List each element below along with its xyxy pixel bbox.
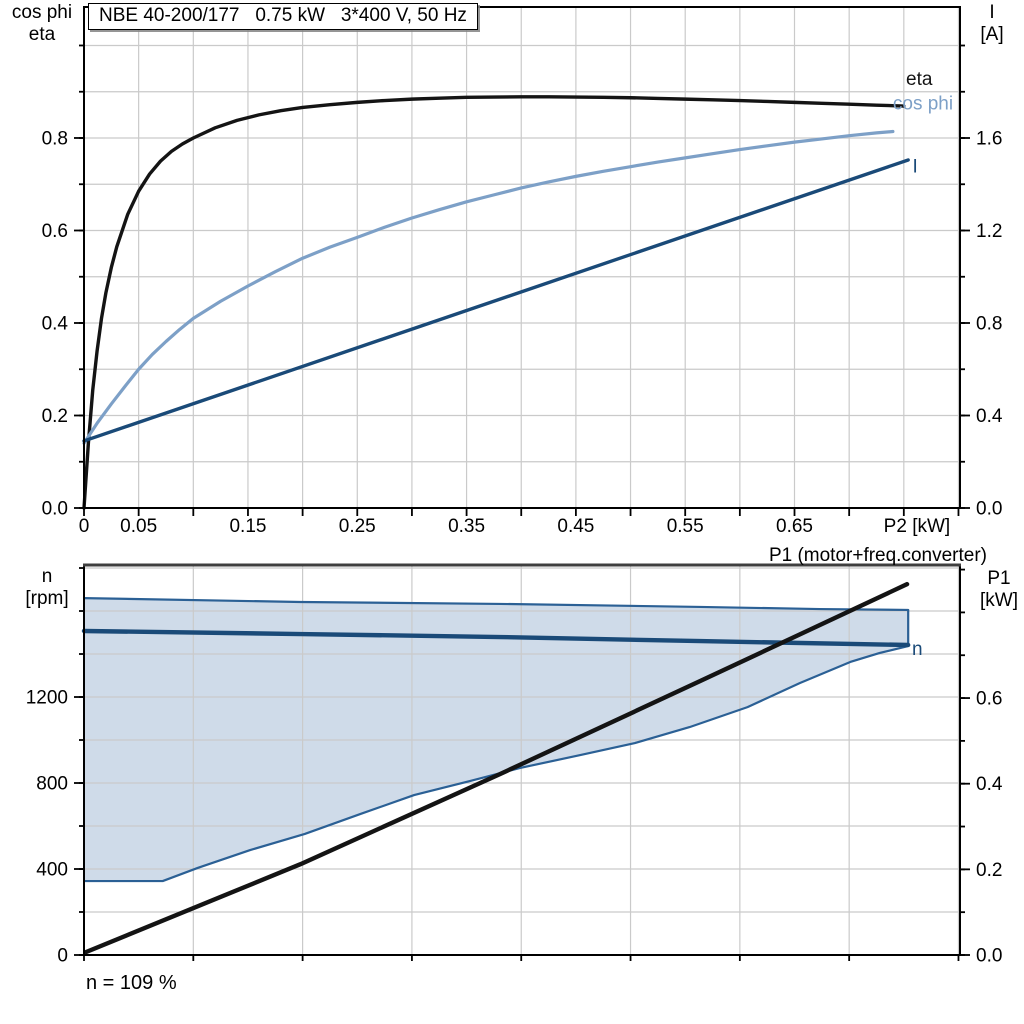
top-tick-labels: 0 0.05 0.15 0.25 0.35 0.45 0.55 0.65 P2 [kW] 0.0 0…	[42, 128, 1003, 537]
eta-curve-label: eta	[906, 69, 933, 90]
x-tick-label: 0.55	[667, 516, 704, 537]
P1-curve	[83, 581, 910, 955]
chart-title-box: NBE 40-200/177 0.75 kW 3*400 V, 50 Hz	[88, 3, 478, 30]
current-axis-unit: [A]	[980, 24, 1004, 45]
top-gridlines	[84, 7, 960, 508]
cos-phi-curve	[82, 129, 895, 445]
y-left-tick-label: 0.6	[42, 221, 68, 242]
x-tick-label: 0	[79, 516, 90, 537]
y-right-tick-label: 1.6	[976, 129, 1002, 150]
p1-axis-label: P1	[987, 568, 1011, 589]
p1-axis-unit: [kW]	[980, 590, 1018, 611]
x-tick-label: 0.45	[557, 516, 594, 537]
speed-percentage-note: n = 109 %	[86, 972, 177, 994]
bottom-gridlines	[84, 565, 960, 955]
speed-axis-unit: [rpm]	[25, 588, 69, 609]
cos-phi-axis-label: cos phi	[11, 2, 73, 23]
y-right-tick-label: 0.6	[976, 689, 1002, 710]
y-right-tick-label: 1.2	[976, 221, 1002, 242]
n-curve-label: n	[912, 639, 923, 660]
top-left-axis-title: cos phi eta	[2, 2, 82, 46]
y-left-tick-label: 0.2	[42, 406, 68, 427]
speed-range-outline	[83, 597, 910, 883]
eta-axis-label: eta	[28, 24, 56, 45]
y-right-tick-label: 0.4	[976, 774, 1003, 795]
y-left-tick-label: 0.0	[42, 499, 68, 520]
x-tick-label: P2 [kW]	[884, 516, 951, 537]
y-right-tick-label: 0.2	[976, 860, 1002, 881]
top-frame	[83, 6, 961, 509]
x-tick-label: 0.15	[229, 516, 266, 537]
current-curve	[82, 158, 910, 443]
y-left-tick-label: 400	[36, 860, 68, 881]
y-left-tick-label: 800	[36, 774, 68, 795]
bottom-chart: n 0 400 800 1200 0.0 0.2 0.4 0.6	[26, 563, 1003, 967]
n-curve	[81, 628, 911, 648]
y-left-tick-label: 1200	[26, 688, 68, 709]
cos-phi-curve-label: cos phi	[893, 93, 953, 114]
y-right-tick-label: 0.4	[976, 406, 1003, 427]
bottom-right-axis-title: P1 [kW]	[974, 568, 1024, 612]
current-axis-label: I	[989, 2, 995, 23]
y-left-tick-label: 0.8	[42, 128, 68, 149]
top-ticks	[74, 44, 970, 516]
y-right-tick-label: 0.8	[976, 314, 1002, 335]
y-left-tick-label: 0	[57, 946, 68, 967]
bottom-ticks	[74, 567, 970, 961]
x-tick-label: 0.35	[448, 516, 485, 537]
x-tick-label: 0.05	[120, 516, 157, 537]
x-tick-label: 0.65	[776, 516, 813, 537]
y-right-tick-label: 0.0	[976, 946, 1002, 967]
x-tick-label: 0.25	[339, 516, 376, 537]
top-right-axis-title: I [A]	[963, 2, 1021, 46]
y-right-tick-label: 0.0	[976, 499, 1002, 520]
y-left-tick-label: 0.4	[42, 313, 69, 334]
bottom-tick-labels: 0 400 800 1200 0.0 0.2 0.4 0.6	[26, 688, 1003, 967]
bottom-left-axis-title: n [rpm]	[16, 566, 78, 610]
eta-curve	[82, 95, 906, 510]
speed-axis-label: n	[41, 566, 53, 587]
top-chart: eta cos phi I 0 0.05 0.15 0.25 0.35 0.45 0.55 0.65…	[42, 6, 1003, 537]
current-curve-label: I	[913, 157, 918, 178]
p1-curve-label: P1 (motor+freq.converter)	[768, 545, 987, 566]
